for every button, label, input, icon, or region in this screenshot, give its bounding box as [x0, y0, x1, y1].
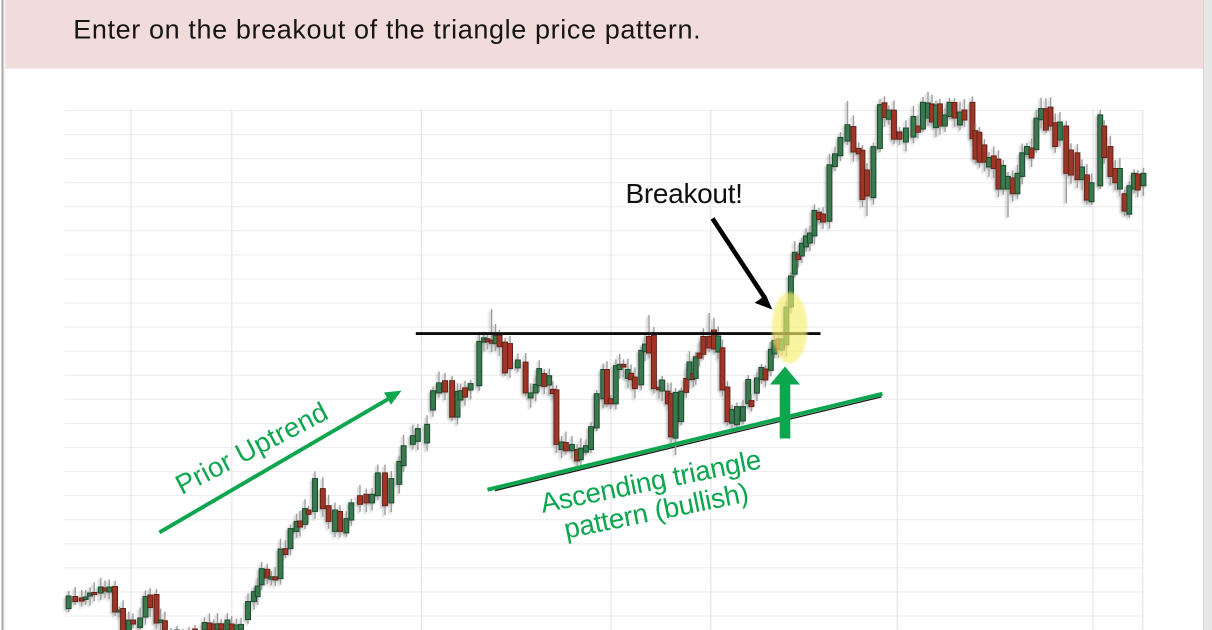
svg-text:Enter on the breakout of the t: Enter on the breakout of the triangle pr…: [73, 15, 701, 45]
svg-text:Breakout!: Breakout!: [626, 178, 743, 209]
